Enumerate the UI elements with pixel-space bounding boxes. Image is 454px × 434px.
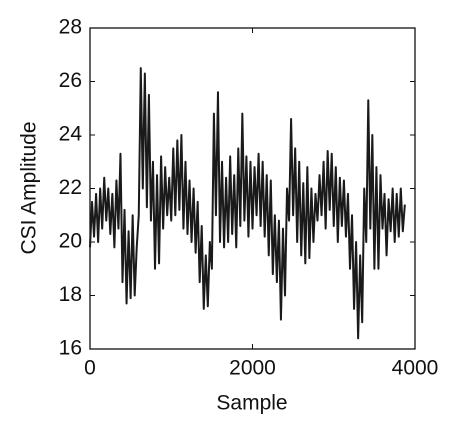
y-tick-label: 24 (59, 123, 83, 146)
y-tick-label: 20 (59, 230, 82, 253)
series-line (89, 67, 406, 340)
y-tick-label: 18 (59, 283, 82, 306)
x-axis-label: Sample (216, 392, 287, 415)
x-tick-label: 2000 (229, 357, 276, 380)
y-tick-label: 28 (59, 16, 82, 39)
x-tick-label: 4000 (392, 357, 439, 380)
y-tick-label: 26 (59, 69, 82, 92)
y-tick-label: 22 (59, 176, 82, 199)
x-tick-label: 0 (84, 357, 96, 380)
y-tick-label: 16 (59, 337, 82, 360)
y-axis-label: CSI Amplitude (18, 121, 41, 254)
